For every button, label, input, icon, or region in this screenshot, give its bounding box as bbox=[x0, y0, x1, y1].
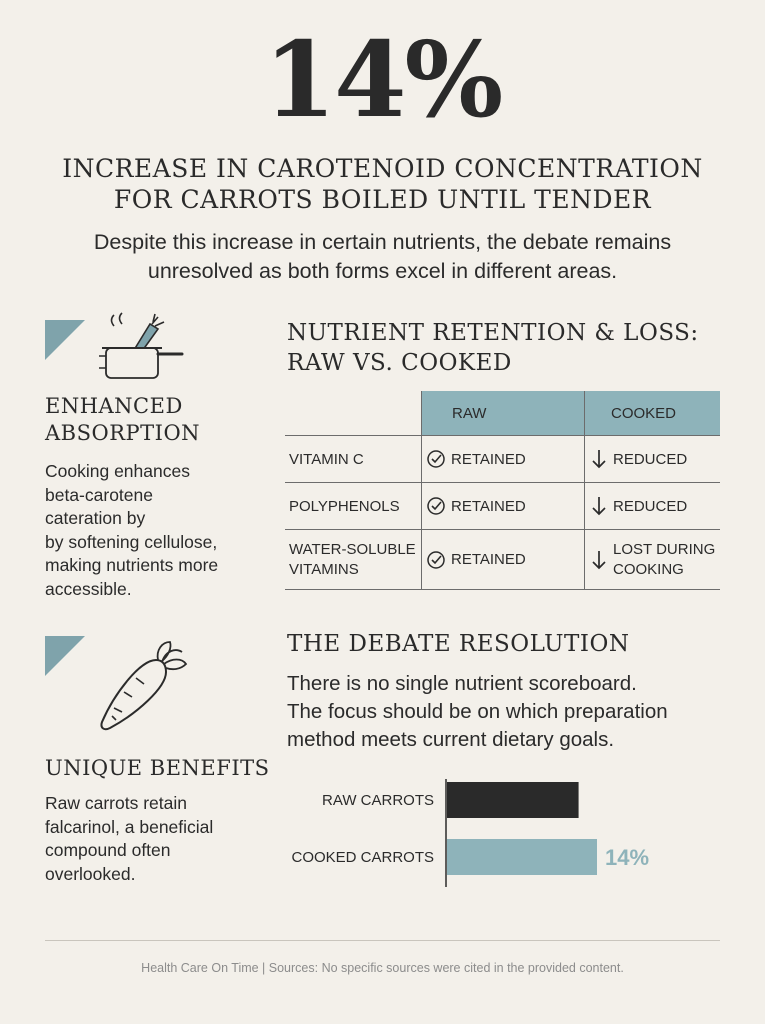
cooked-status: REDUCED bbox=[613, 450, 688, 468]
nutrient-name: VITAMINS bbox=[289, 560, 359, 578]
table-row: VITAMIN C RETAINED REDUCED bbox=[285, 435, 720, 483]
absorption-text-line: cateration by bbox=[45, 508, 146, 528]
footer-divider bbox=[45, 940, 720, 941]
corner-accent-2 bbox=[45, 636, 85, 676]
arrow-down-icon bbox=[592, 550, 606, 569]
absorption-text-line: making nutrients more bbox=[45, 555, 219, 575]
cooked-cell: LOST DURING COOKING bbox=[584, 529, 720, 590]
nutrient-name: POLYPHENOLS bbox=[289, 497, 400, 515]
cooked-status-line: COOKING bbox=[613, 560, 684, 578]
nutrient-name: VITAMIN C bbox=[289, 450, 364, 468]
check-circle-icon bbox=[427, 497, 445, 515]
headline: INCREASE IN CAROTENOID CONCENTRATION FOR… bbox=[0, 153, 765, 215]
absorption-title-line-1: ENHANCED bbox=[45, 394, 183, 418]
arrow-down-icon bbox=[592, 450, 606, 469]
headline-line-2: FOR CARROTS BOILED UNTIL TENDER bbox=[113, 185, 652, 214]
benefits-text-line: compound often bbox=[45, 840, 171, 860]
table-title-line-1: NUTRIENT RETENTION & LOSS: bbox=[287, 320, 699, 346]
raw-cell: RETAINED bbox=[421, 482, 585, 530]
bar-data-label: 14% bbox=[605, 845, 649, 870]
corner-accent-1 bbox=[45, 320, 85, 360]
raw-status: RETAINED bbox=[451, 450, 526, 468]
bar-label: RAW CARROTS bbox=[322, 792, 434, 809]
headline-stat: 14% bbox=[263, 18, 504, 141]
column-header-raw: RAW bbox=[421, 391, 585, 436]
benefits-text-line: Raw carrots retain bbox=[45, 793, 187, 813]
table-row: POLYPHENOLS RETAINED REDUCED bbox=[285, 482, 720, 530]
cooked-cell: REDUCED bbox=[584, 435, 720, 483]
bar bbox=[447, 782, 579, 818]
benefits-title: UNIQUE BENEFITS bbox=[45, 756, 270, 780]
arrow-down-icon bbox=[592, 497, 606, 516]
table-row: WATER-SOLUBLE VITAMINS RETAINED LOST DUR… bbox=[285, 529, 720, 590]
cooked-status: REDUCED bbox=[613, 497, 688, 515]
pot-with-carrot-icon bbox=[99, 312, 184, 379]
cooked-status-line: LOST DURING bbox=[613, 540, 716, 558]
table-title-line-2: RAW VS. COOKED bbox=[287, 350, 512, 376]
raw-cell: RETAINED bbox=[421, 529, 585, 590]
benefits-text-line: falcarinol, a beneficial bbox=[45, 816, 214, 837]
headline-line-1: INCREASE IN CAROTENOID CONCENTRATION bbox=[62, 154, 703, 183]
nutrient-cell: WATER-SOLUBLE VITAMINS bbox=[285, 529, 422, 590]
absorption-title-line-2: ABSORPTION bbox=[45, 421, 201, 445]
nutrient-cell: VITAMIN C bbox=[285, 435, 422, 483]
table-header-empty bbox=[285, 391, 422, 436]
subheadline-line-1: Despite this increase in certain nutrien… bbox=[93, 230, 672, 254]
debate-text-line: The focus should be on which preparation bbox=[287, 700, 668, 723]
raw-status: RETAINED bbox=[451, 497, 526, 515]
raw-status: RETAINED bbox=[451, 551, 526, 568]
debate-text-line: method meets current dietary goals. bbox=[287, 728, 615, 751]
absorption-text: Cooking enhances beta-carotene cateratio… bbox=[45, 460, 275, 601]
bar-label: COOKED CARROTS bbox=[291, 849, 434, 866]
debate-title: THE DEBATE RESOLUTION bbox=[287, 631, 630, 657]
nutrient-cell: POLYPHENOLS bbox=[285, 482, 422, 530]
column-header-cooked: COOKED bbox=[584, 391, 720, 436]
subheadline: Despite this increase in certain nutrien… bbox=[30, 228, 735, 286]
nutrient-table: RAW COOKED VITAMIN C RETAINED REDUCED PO… bbox=[285, 391, 720, 590]
raw-cell: RETAINED bbox=[421, 435, 585, 483]
nutrient-name: WATER-SOLUBLE bbox=[289, 540, 416, 558]
debate-text: There is no single nutrient scoreboard. … bbox=[287, 670, 727, 754]
absorption-text-line: accessible. bbox=[45, 578, 132, 599]
check-circle-icon bbox=[427, 450, 445, 468]
footer-text: Health Care On Time | Sources: No specif… bbox=[141, 961, 624, 975]
subheadline-line-2: unresolved as both forms excel in differ… bbox=[147, 259, 618, 283]
table-header-row: RAW COOKED bbox=[285, 391, 720, 436]
benefits-text: Raw carrots retain falcarinol, a benefic… bbox=[45, 792, 275, 886]
benefits-text-line: overlooked. bbox=[45, 863, 136, 884]
absorption-title: ENHANCED ABSORPTION bbox=[45, 393, 200, 447]
absorption-text-line: beta-carotene bbox=[45, 484, 153, 505]
bar bbox=[447, 839, 597, 875]
carrot-icon bbox=[100, 641, 188, 731]
comparison-bar-chart: RAW CARROTS COOKED CARROTS 14% bbox=[291, 779, 649, 887]
absorption-text-line: Cooking enhances bbox=[45, 461, 190, 481]
cooked-cell: REDUCED bbox=[584, 482, 720, 530]
table-title: NUTRIENT RETENTION & LOSS: RAW VS. COOKE… bbox=[287, 318, 699, 378]
check-circle-icon bbox=[427, 550, 445, 569]
absorption-text-line: by softening cellulose, bbox=[45, 531, 218, 552]
debate-text-line: There is no single nutrient scoreboard. bbox=[287, 672, 637, 695]
cooked-status: LOST DURING COOKING bbox=[613, 540, 715, 580]
